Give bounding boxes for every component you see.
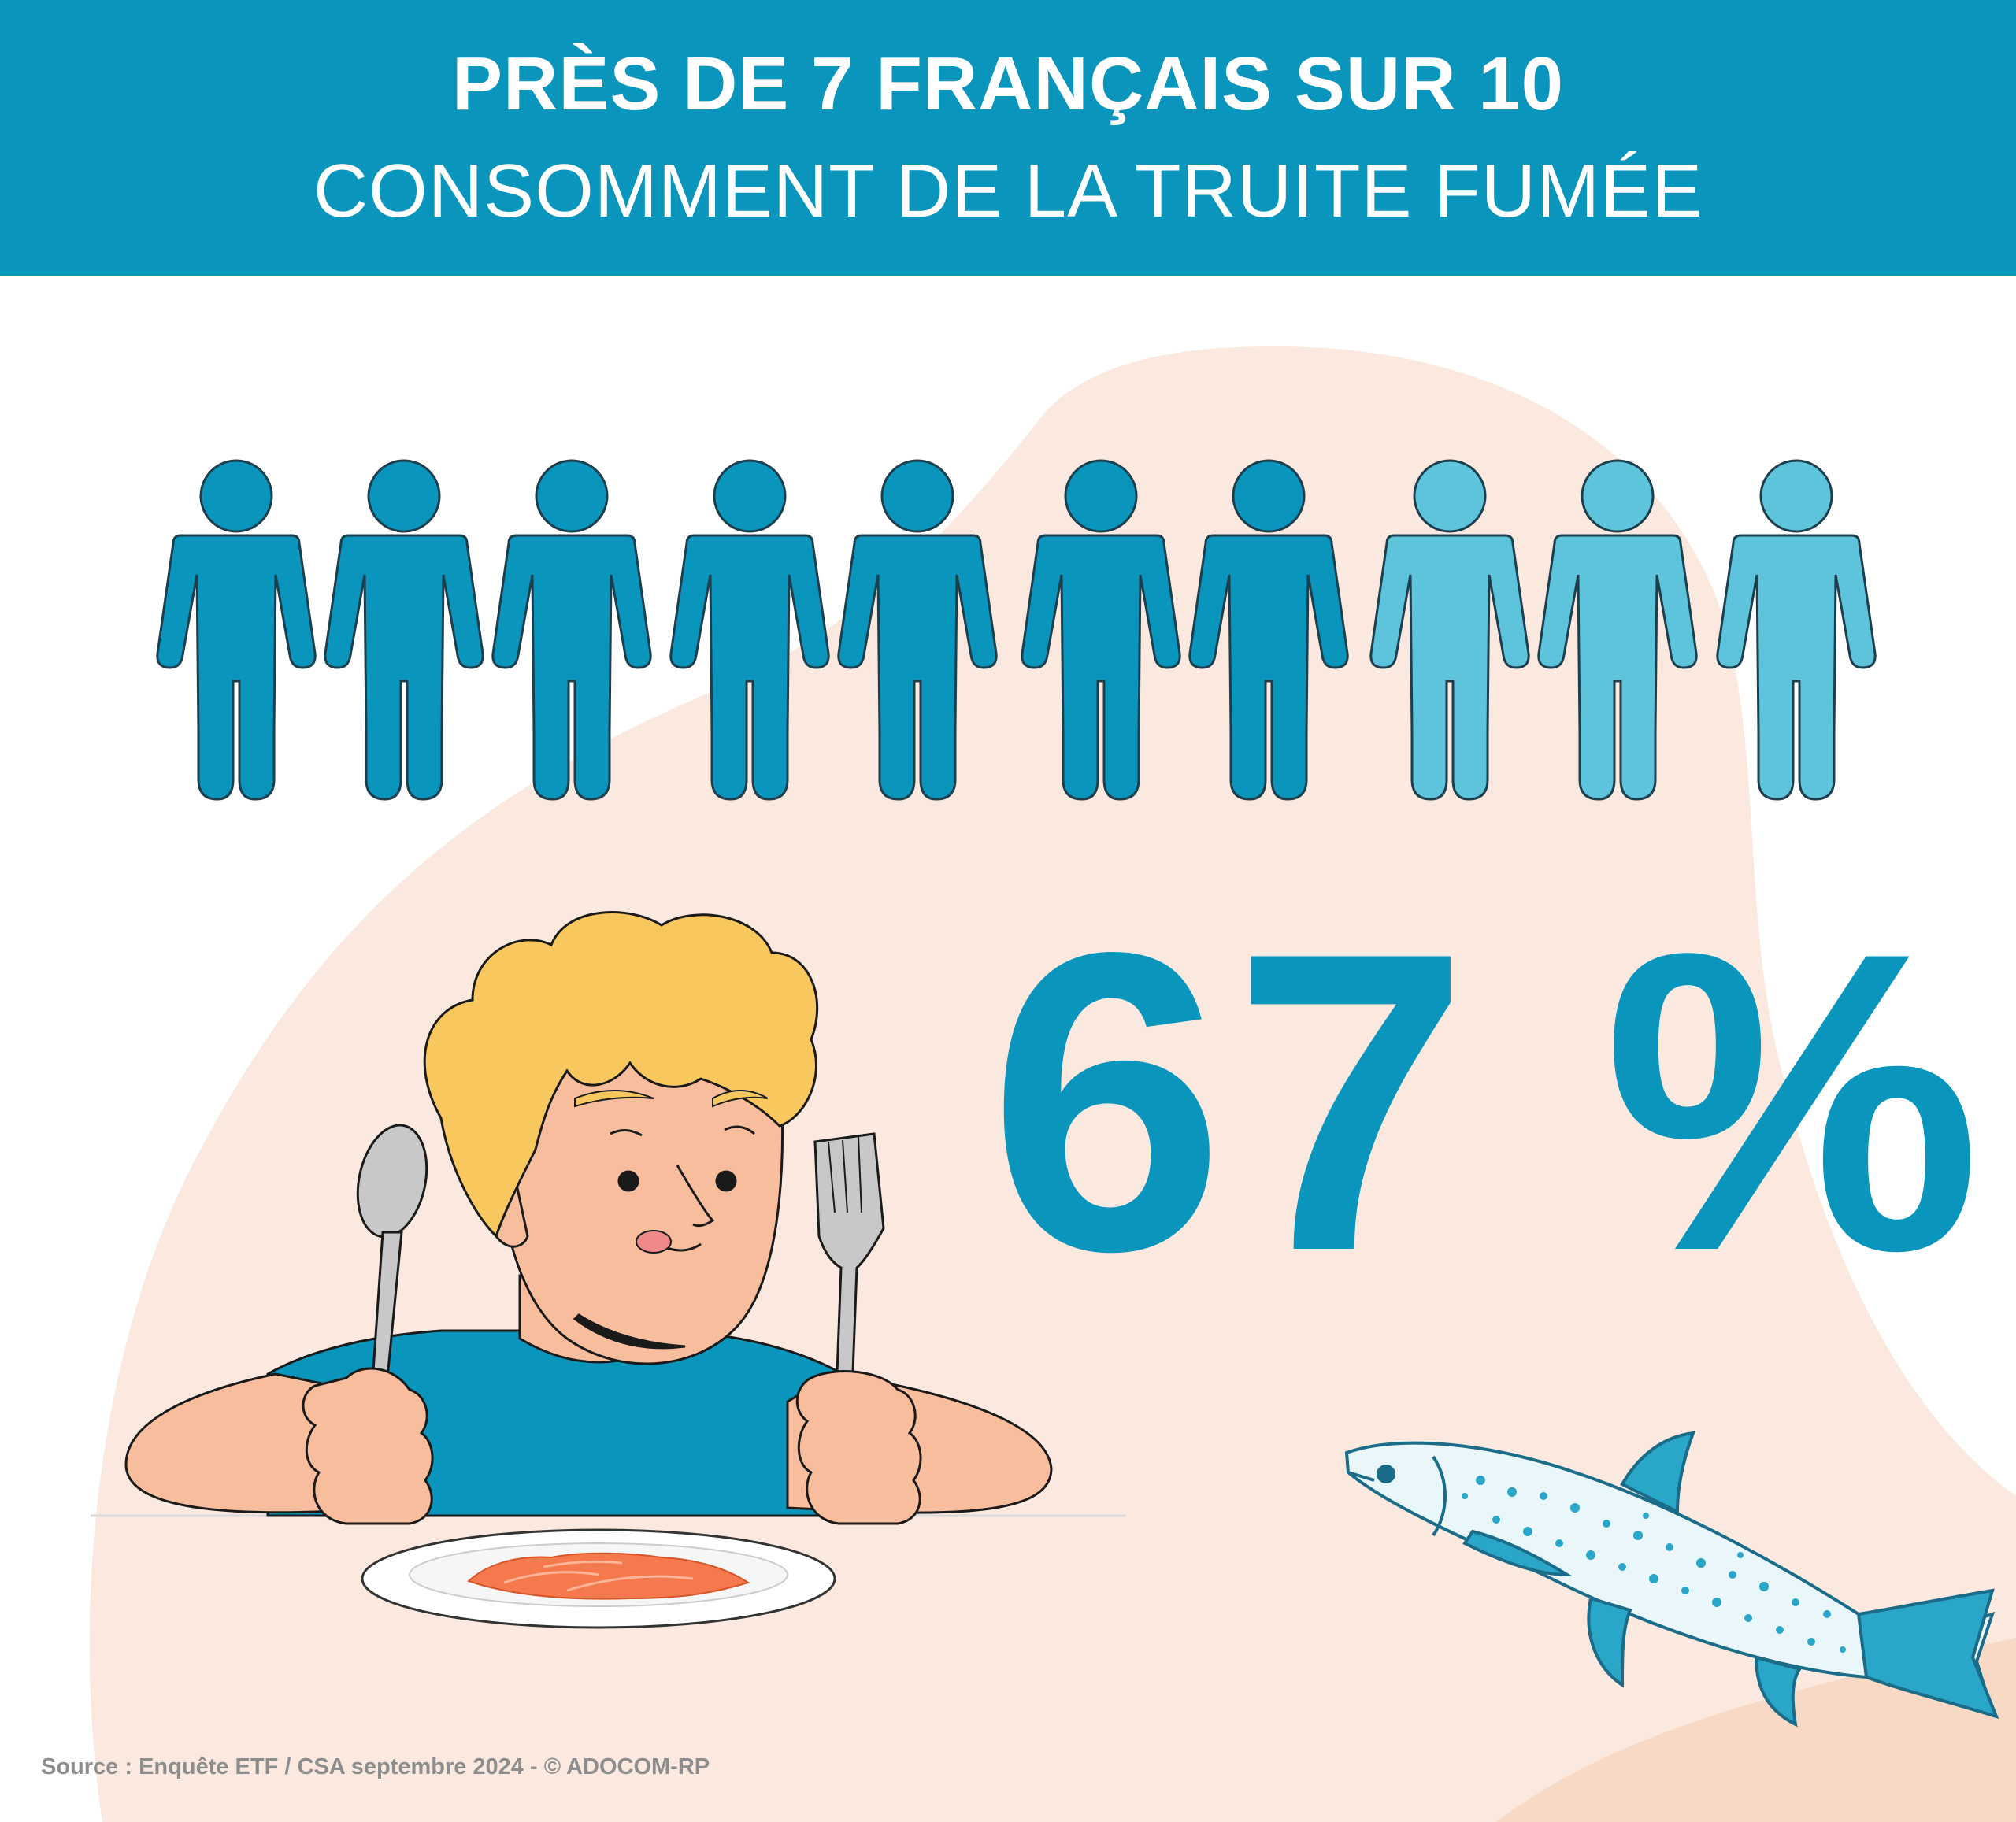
right-pupil <box>715 1170 737 1192</box>
fish-pelvic-fin <box>1587 1596 1632 1688</box>
trout-fillet <box>467 1552 750 1600</box>
source-credit: Source : Enquête ETF / CSA septembre 202… <box>41 1754 710 1779</box>
right-eye <box>724 1125 755 1135</box>
left-eye <box>610 1129 643 1137</box>
headline-secondary: CONSOMMENT DE LA TRUITE FUMÉE <box>313 149 1703 233</box>
fish-gill <box>1432 1455 1447 1537</box>
spoon-icon <box>356 1124 428 1395</box>
left-eyebrow <box>574 1090 654 1108</box>
fish-body <box>1344 1441 1996 1715</box>
tongue <box>636 1230 672 1254</box>
fish-eye <box>1377 1465 1395 1483</box>
percentage-value: 67 % <box>988 865 1989 1339</box>
boy-eating-illustration <box>91 911 1126 1525</box>
left-fist <box>302 1367 434 1525</box>
right-eyebrow <box>712 1090 769 1108</box>
hair <box>423 911 819 1239</box>
collar <box>573 1313 686 1350</box>
fillet-streak-2 <box>566 1575 694 1592</box>
plate-with-smoked-trout <box>361 1528 836 1629</box>
person-icon-1 <box>156 459 317 801</box>
fish-spots <box>1462 1476 1846 1653</box>
fillet-streak-1 <box>503 1571 599 1584</box>
fillet-streak-3 <box>543 1560 623 1568</box>
fish-anal-fin <box>1754 1655 1803 1728</box>
fish-dorsal-fin <box>1620 1431 1696 1515</box>
fish-tail-fin <box>1856 1588 1999 1720</box>
header-banner: PRÈS DE 7 FRANÇAIS SUR 10 CONSOMMENT DE … <box>0 0 2016 276</box>
fish-pectoral-fin <box>1462 1529 1573 1577</box>
left-pupil <box>617 1170 639 1192</box>
person-icon-2 <box>324 459 484 801</box>
right-fist <box>795 1370 922 1525</box>
nose <box>676 1165 715 1228</box>
trout-fish-icon <box>1344 1431 1999 1728</box>
fish-mouth <box>1347 1471 1375 1482</box>
headline-primary: PRÈS DE 7 FRANÇAIS SUR 10 <box>452 42 1564 126</box>
